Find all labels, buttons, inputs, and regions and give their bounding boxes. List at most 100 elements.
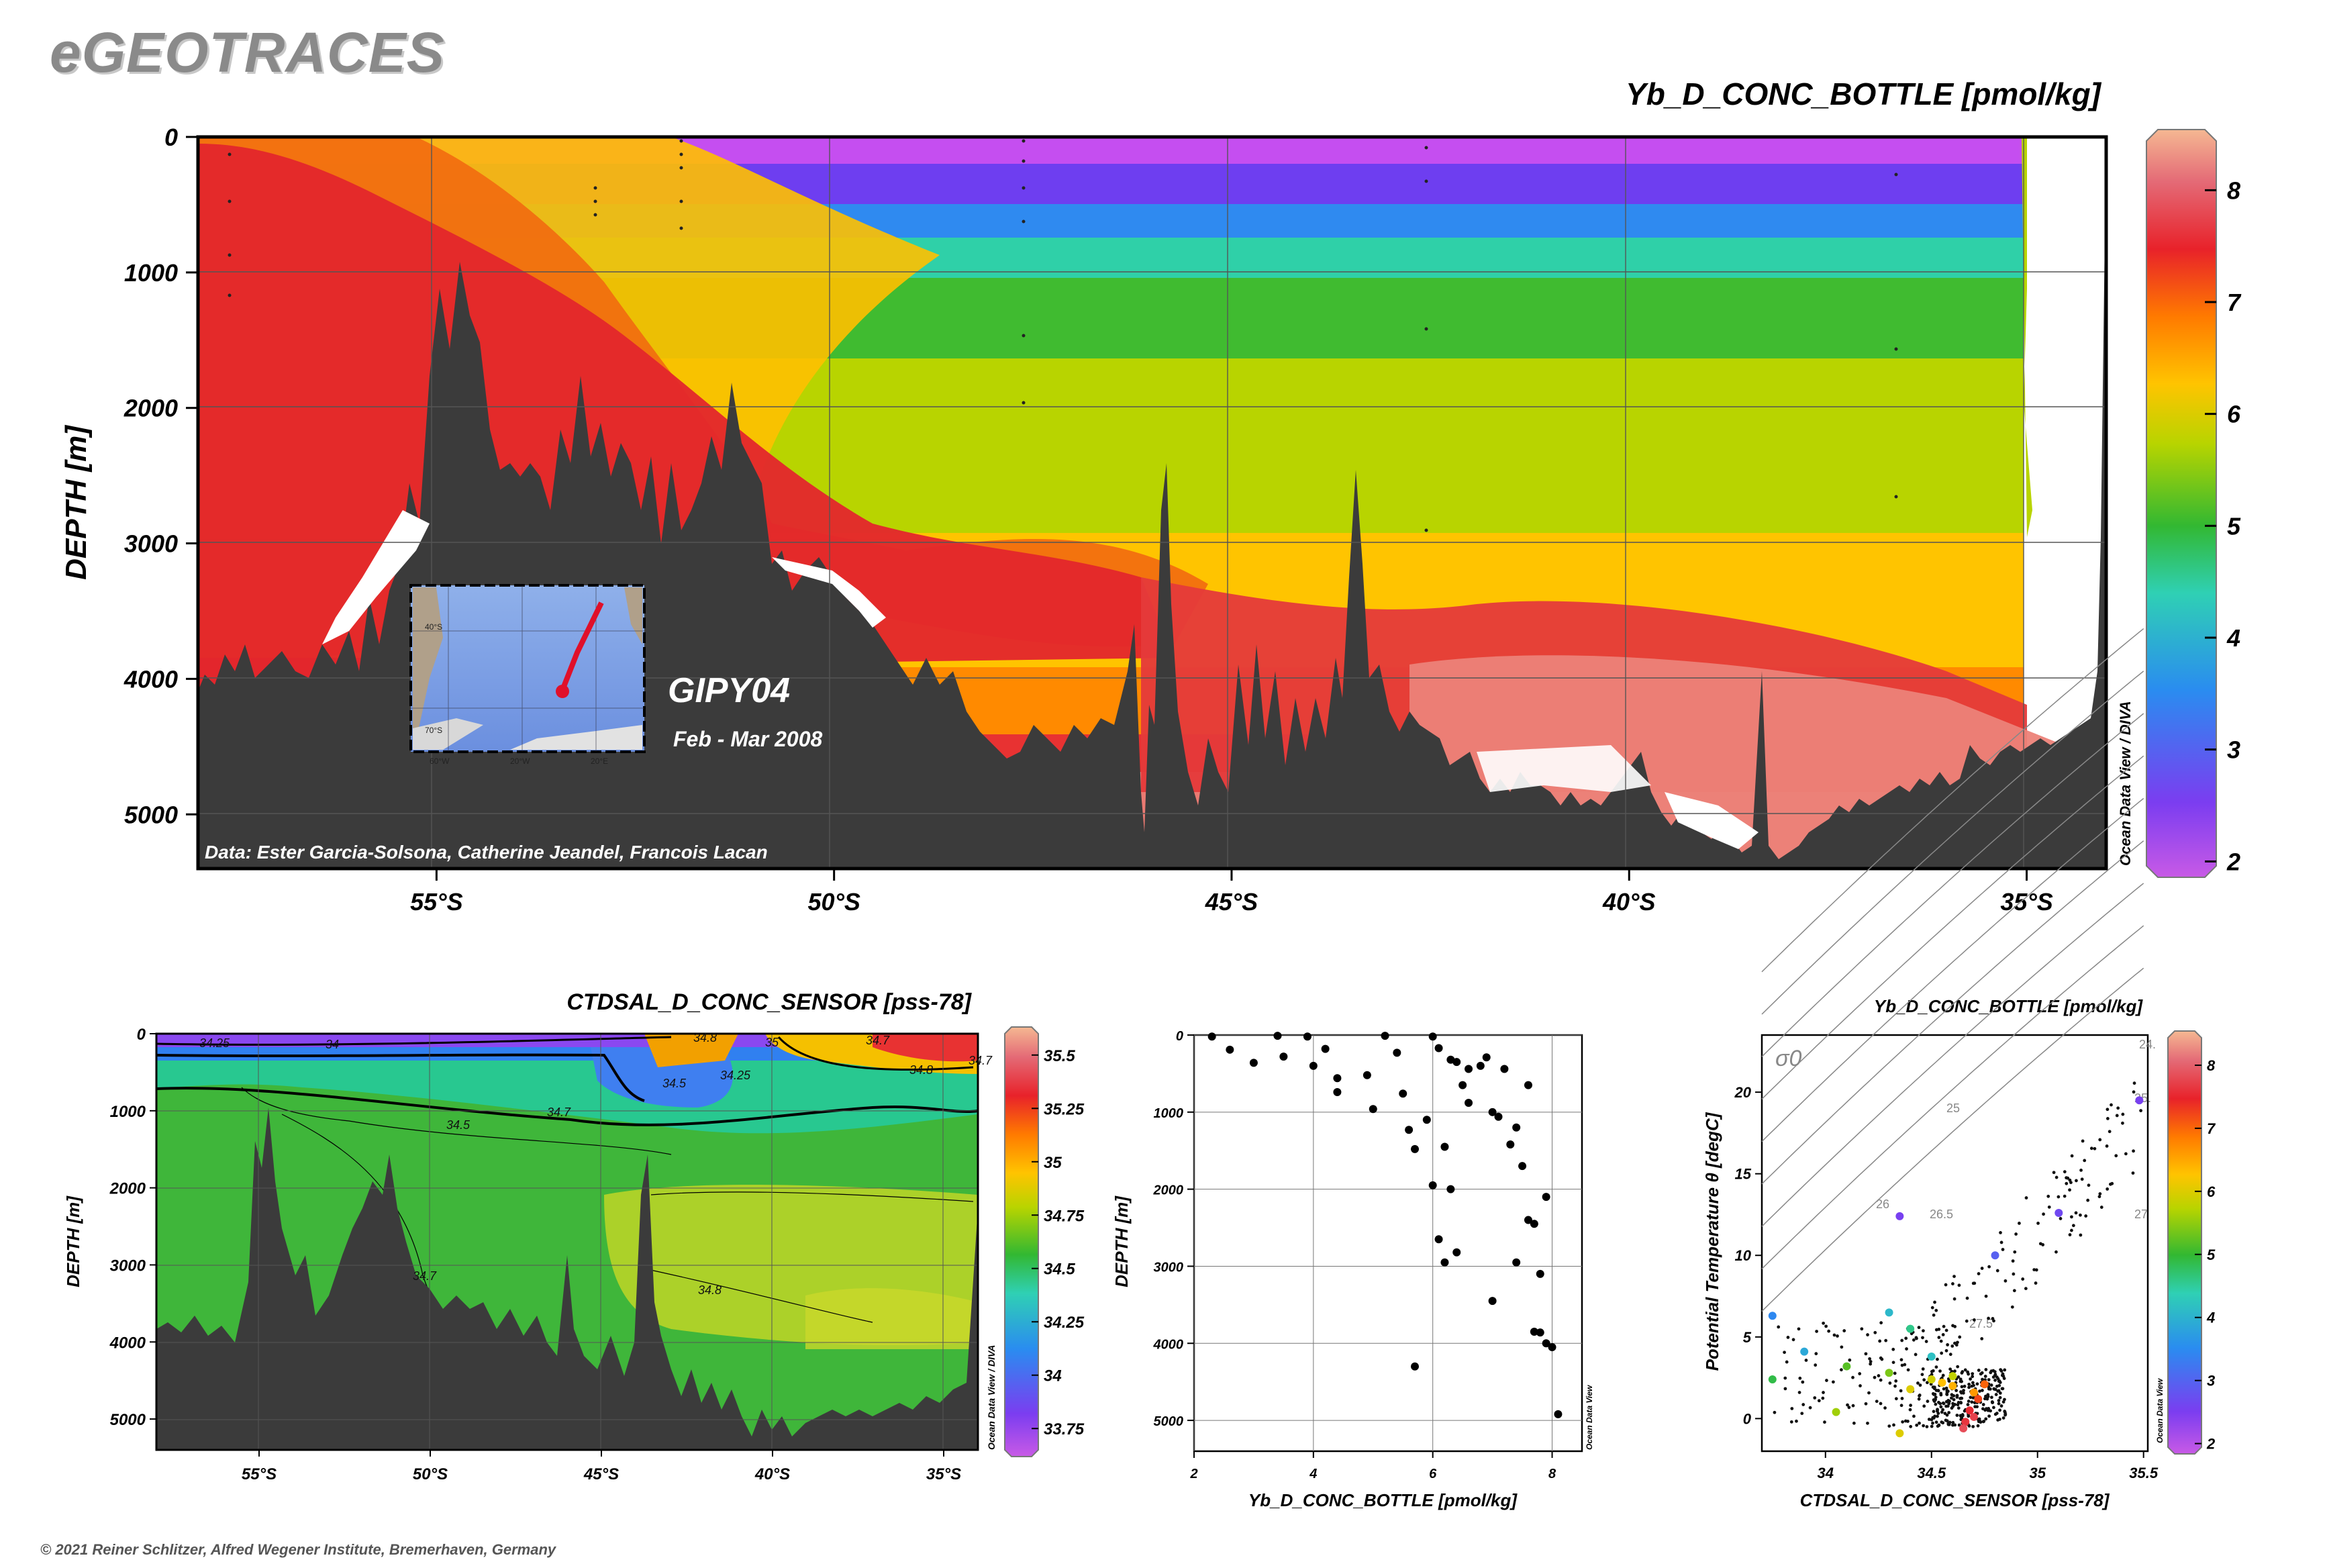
ts-background-point (1943, 1412, 1947, 1416)
ts-points (1768, 1081, 2144, 1438)
ts-background-point (1831, 1380, 1835, 1384)
ts-background-point (1783, 1376, 1787, 1380)
ts-background-point (1999, 1240, 2003, 1244)
ts-background-point (1939, 1405, 1943, 1409)
ts-colored-point (1948, 1372, 1957, 1381)
ts-background-point (1980, 1267, 1984, 1270)
ts-background-point (1879, 1378, 1883, 1382)
ts-background-point (2097, 1195, 2101, 1199)
ts-background-point (1951, 1282, 1954, 1285)
ts-colored-point (1895, 1429, 1904, 1438)
salinity-grid (156, 1034, 978, 1450)
ts-background-point (1933, 1414, 1937, 1418)
ts-background-point (1942, 1324, 1946, 1328)
ts-background-point (1909, 1404, 1913, 1408)
ts-background-point (1915, 1423, 1919, 1427)
ts-background-point (1999, 1404, 2003, 1408)
ts-background-point (1971, 1381, 1975, 1385)
x-tick-label: 55°S (410, 888, 462, 916)
ts-background-point (1981, 1407, 1985, 1411)
ts-colored-point (1906, 1324, 1915, 1333)
ts-colored-point (1959, 1424, 1968, 1432)
profile-point (1482, 1053, 1491, 1062)
ts-sigma-symbol: σ0 (1775, 1046, 1802, 1071)
ts-background-point (1953, 1423, 1957, 1427)
ts-background-point (2024, 1287, 2028, 1291)
contour-label: 34.25 (720, 1069, 751, 1082)
inset-lon-20w: 20°W (510, 756, 530, 766)
isopycnal-line (1761, 797, 2144, 1142)
ts-background-point (2083, 1159, 2087, 1163)
ts-background-point (1823, 1420, 1826, 1424)
ts-background-point (1933, 1300, 1936, 1304)
ts-background-point (1963, 1384, 1967, 1388)
contour-label: 34.8 (693, 1031, 717, 1044)
date-label: Feb - Mar 2008 (673, 727, 823, 751)
ts-background-point (1967, 1400, 1971, 1403)
ts-background-point (1951, 1420, 1955, 1424)
ts-background-point (2042, 1212, 2045, 1216)
ts-background-point (1797, 1327, 1801, 1331)
profile-point (1434, 1044, 1443, 1052)
ts-background-point (1891, 1361, 1895, 1365)
ts-background-point (1967, 1385, 1971, 1389)
x-tick-label: 55°S (242, 1465, 277, 1483)
ts-colored-point (1885, 1369, 1893, 1377)
profile-point (1458, 1081, 1467, 1089)
ts-background-point (1970, 1384, 1974, 1388)
x-tick-label: 6 (1429, 1467, 1437, 1481)
ts-background-point (2105, 1144, 2109, 1148)
ts-background-point (1954, 1343, 1959, 1347)
ts-background-point (2034, 1281, 2038, 1285)
ts-background-point (2041, 1243, 2045, 1246)
ts-background-point (1953, 1403, 1957, 1406)
profile-axes: 0 1000 2000 3000 4000 5000 2 4 6 8 (1153, 1029, 1556, 1481)
ts-background-point (1987, 1265, 1991, 1269)
isopycnal-line (1761, 628, 2144, 973)
ts-colored-point (1969, 1412, 1978, 1421)
ts-background-point (2063, 1194, 2067, 1198)
ts-background-point (1925, 1425, 1929, 1428)
ts-x-axis-label: CTDSAL_D_CONC_SENSOR [pss-78] (1800, 1490, 2110, 1510)
ts-background-point (1798, 1376, 1802, 1380)
ts-background-point (1912, 1338, 1916, 1342)
ts-background-point (1963, 1368, 1967, 1372)
ts-background-point (1904, 1336, 1908, 1340)
ts-background-point (1925, 1381, 1929, 1385)
ts-background-point (1804, 1359, 1808, 1362)
ts-colored-point (1800, 1347, 1809, 1356)
ts-background-point (1815, 1330, 1819, 1333)
ts-background-point (1783, 1387, 1787, 1391)
ts-background-point (2116, 1106, 2120, 1110)
colorbar-tick-label: 35.25 (1044, 1100, 1085, 1118)
y-tick-label: 10 (1735, 1247, 1752, 1264)
profile-point (1440, 1258, 1449, 1267)
section-grid (198, 137, 2106, 869)
ts-background-point (1915, 1336, 1918, 1340)
contour-label: 35 (765, 1036, 779, 1049)
ts-background-point (1800, 1412, 1804, 1416)
ts-background-point (1976, 1424, 1980, 1428)
ts-colored-point (1906, 1385, 1915, 1393)
ts-background-point (1997, 1389, 2001, 1393)
inset-lon-20e: 20°E (591, 756, 608, 766)
ts-background-point (1922, 1424, 1926, 1428)
ts-background-point (1852, 1421, 1856, 1425)
colorbar-tick-label: 8 (2227, 177, 2240, 204)
ts-background-point (1950, 1406, 1954, 1410)
ts-background-point (1956, 1403, 1960, 1407)
profile-point (1393, 1048, 1401, 1057)
isopycnal-line (1761, 925, 2144, 1269)
ts-colored-point (1974, 1395, 1983, 1404)
ts-background-point (2121, 1121, 2124, 1125)
ts-background-point (2132, 1149, 2135, 1153)
ts-background-point (1789, 1420, 1793, 1424)
seafloor (198, 137, 2106, 869)
ts-background-point (1936, 1412, 1940, 1415)
ts-background-point (1866, 1421, 1869, 1425)
ts-background-point (2003, 1279, 2008, 1283)
ts-background-point (1909, 1424, 1913, 1428)
ts-diagram: Yb_D_CONC_BOTTLE [pmol/kg] 24.2525.2626.… (1702, 628, 2216, 1510)
ts-background-point (1912, 1414, 1916, 1418)
x-tick-label: 35°S (2000, 888, 2052, 916)
